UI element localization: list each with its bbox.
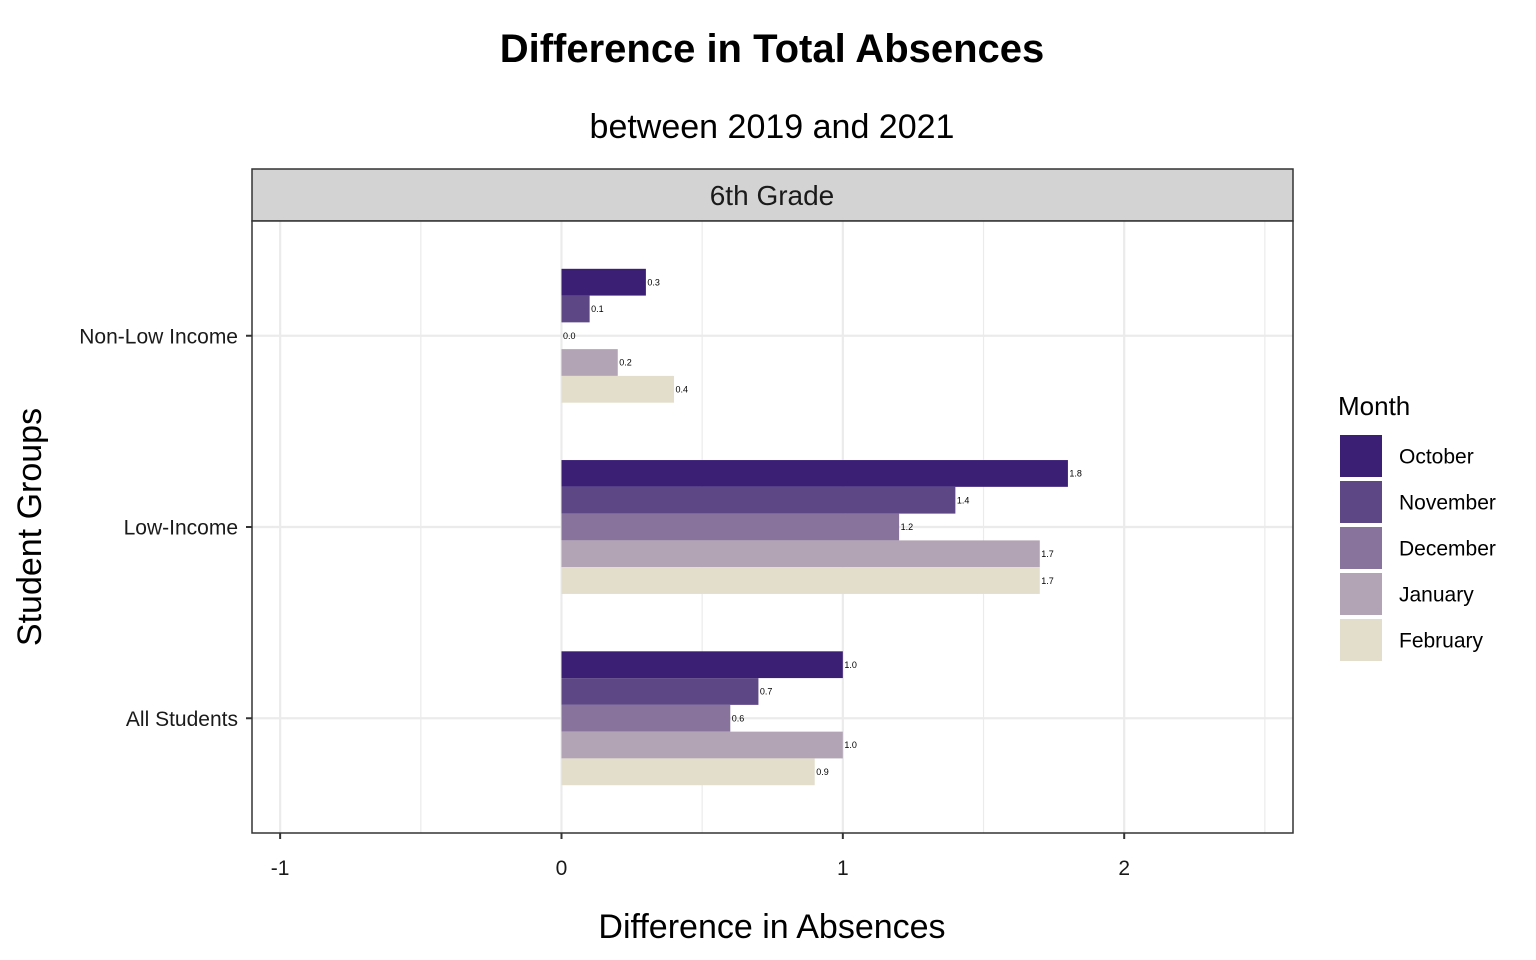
- legend-label: February: [1399, 630, 1484, 653]
- y-tick-label: Low-Income: [124, 517, 238, 540]
- x-tick-label: -1: [271, 857, 290, 880]
- legend-label: October: [1399, 446, 1474, 469]
- legend-key: [1340, 573, 1382, 615]
- x-tick-label: 0: [556, 857, 568, 880]
- legend-key: [1340, 435, 1382, 477]
- bar-value-label: 1.0: [844, 740, 857, 750]
- legend-label: January: [1399, 584, 1474, 607]
- bar-value-label: 0.1: [591, 304, 604, 314]
- bar-october: [561, 460, 1068, 487]
- bar-december: [561, 513, 900, 541]
- bar-november: [561, 678, 759, 705]
- chart-subtitle: between 2019 and 2021: [590, 108, 955, 146]
- bar-january: [561, 731, 843, 759]
- x-axis: -1 0 1 2: [271, 833, 1130, 880]
- bar-november: [561, 486, 956, 514]
- legend-label: December: [1399, 538, 1496, 561]
- bar-december: [561, 704, 731, 732]
- facet-strip: 6th Grade: [251, 168, 1294, 222]
- legend-key: [1340, 527, 1382, 569]
- bar-value-label: 1.4: [957, 495, 970, 505]
- bar-value-label: 0.7: [760, 687, 773, 697]
- bar-november: [561, 295, 590, 323]
- x-tick-label: 2: [1118, 857, 1130, 880]
- bar-january: [561, 540, 1040, 568]
- facet-strip-background: [251, 168, 1294, 222]
- bar-october: [561, 651, 843, 679]
- facet-strip-label: 6th Grade: [710, 180, 835, 211]
- chart-title: Difference in Total Absences: [500, 27, 1045, 71]
- x-tick-label: 1: [837, 857, 849, 880]
- legend-label: November: [1399, 492, 1496, 515]
- bar-october: [561, 268, 646, 296]
- bar-january: [561, 349, 618, 376]
- legend-key: [1340, 481, 1382, 523]
- bar-february: [561, 758, 815, 786]
- bar-value-label: 0.2: [619, 358, 632, 368]
- bar-value-label: 1.7: [1041, 576, 1054, 586]
- bar-value-label: 0.3: [647, 277, 660, 287]
- y-tick-label: All Students: [126, 708, 238, 731]
- bar-value-label: 1.8: [1069, 469, 1082, 479]
- bar-february: [561, 567, 1040, 594]
- y-axis: Non-Low Income Low-Income All Students: [79, 325, 252, 731]
- legend-title: Month: [1338, 391, 1410, 421]
- bar-value-label: 0.6: [732, 713, 745, 723]
- bar-value-label: 1.0: [844, 660, 857, 670]
- bar-value-label: 0.9: [816, 767, 829, 777]
- x-axis-title: Difference in Absences: [598, 908, 945, 946]
- bars: 0.3 0.1 0.0 0.2 0.4 1.8 1.4 1.2 1.7 1.7 1.0 0.7 0.6 1…: [561, 268, 1082, 786]
- legend: Month October November December January Febr…: [1338, 391, 1496, 661]
- bar-value-label: 0.0: [563, 331, 576, 341]
- bar-february: [561, 375, 675, 403]
- bar-value-label: 1.7: [1041, 549, 1054, 559]
- bar-value-label: 0.4: [676, 385, 689, 395]
- legend-key: [1340, 619, 1382, 661]
- y-tick-label: Non-Low Income: [79, 325, 238, 348]
- y-axis-title: Student Groups: [11, 408, 49, 646]
- bar-value-label: 1.2: [901, 522, 914, 532]
